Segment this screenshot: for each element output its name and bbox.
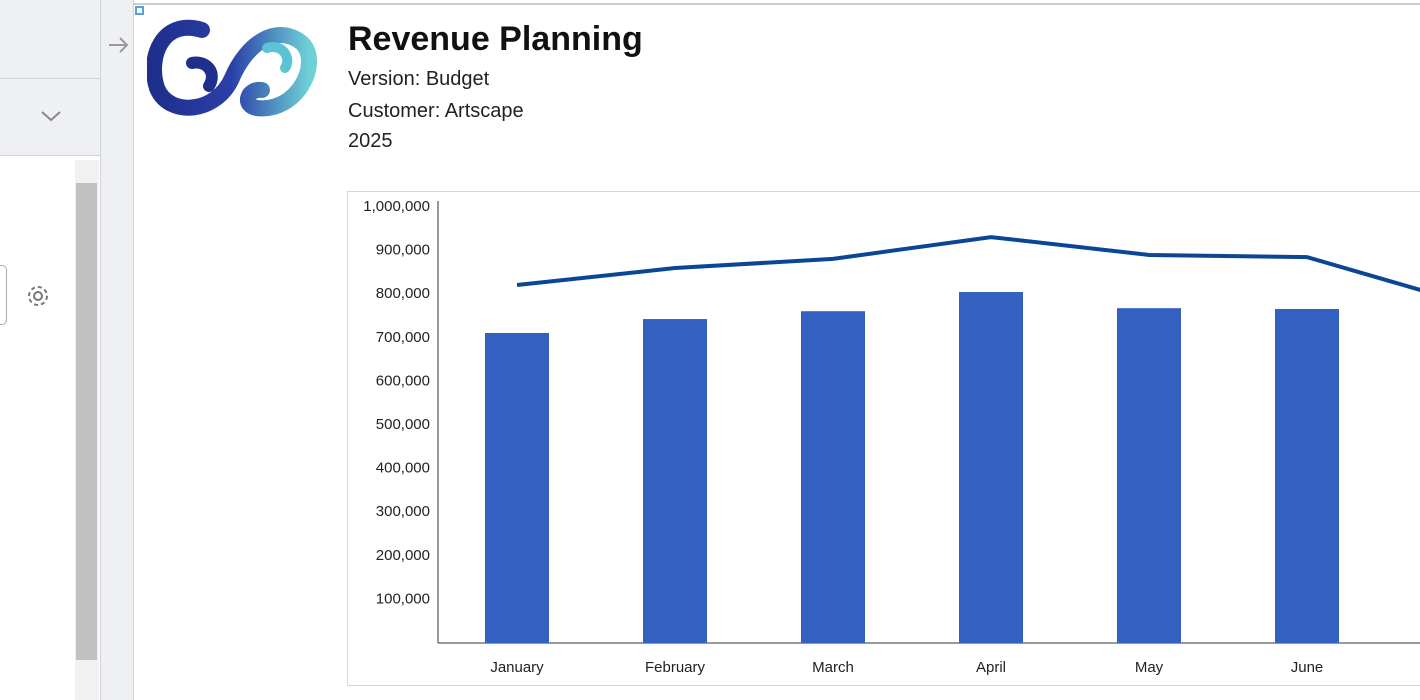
bar bbox=[801, 311, 865, 643]
bar bbox=[959, 292, 1023, 643]
y-tick-label: 300,000 bbox=[376, 503, 430, 520]
scrollbar[interactable] bbox=[75, 160, 99, 700]
line bbox=[516, 235, 1420, 292]
y-tick-label: 600,000 bbox=[376, 372, 430, 389]
logo bbox=[147, 19, 317, 117]
y-tick-label: 700,000 bbox=[376, 329, 430, 346]
selection-handle bbox=[135, 6, 144, 15]
x-tick-label: April bbox=[976, 659, 1006, 676]
y-tick-label: 200,000 bbox=[376, 547, 430, 564]
y-tick-label: 900,000 bbox=[376, 242, 430, 259]
y-tick-label: 500,000 bbox=[376, 416, 430, 433]
sidebar-header bbox=[0, 0, 100, 79]
bar bbox=[643, 319, 707, 643]
chevron bbox=[41, 111, 61, 122]
y-tick-label: 800,000 bbox=[376, 285, 430, 302]
x-tick-label: May bbox=[1135, 659, 1164, 676]
report-title: Revenue Planning bbox=[348, 20, 643, 58]
version-label: Version: Budget bbox=[348, 68, 490, 90]
splitter[interactable] bbox=[101, 0, 134, 700]
expand-arrow bbox=[109, 37, 129, 53]
y-tick-label: 100,000 bbox=[376, 590, 430, 607]
bar bbox=[1117, 308, 1181, 643]
bar bbox=[485, 333, 549, 643]
x-tick-label: June bbox=[1291, 659, 1324, 676]
customer-label: Customer: Artscape bbox=[348, 100, 524, 122]
sidebar bbox=[0, 0, 101, 700]
x-tick-label: March bbox=[812, 659, 854, 676]
sidebar-dropdown[interactable] bbox=[0, 79, 100, 156]
year-label: 2025 bbox=[348, 130, 393, 152]
chart: 100,000 200,000 300,000 400,000 500,000 600,0… bbox=[347, 191, 1420, 686]
scrollbar-thumb[interactable] bbox=[76, 183, 97, 660]
bar bbox=[1275, 309, 1339, 643]
top-border bbox=[134, 3, 1420, 5]
settings-icon[interactable] bbox=[22, 280, 54, 312]
y-tick-label: 400,000 bbox=[376, 460, 430, 477]
x-tick-label: February bbox=[645, 659, 706, 676]
y-tick-label: 1,000,000 bbox=[363, 198, 430, 215]
input-box[interactable] bbox=[0, 265, 7, 325]
x-tick-label: January bbox=[490, 659, 544, 676]
